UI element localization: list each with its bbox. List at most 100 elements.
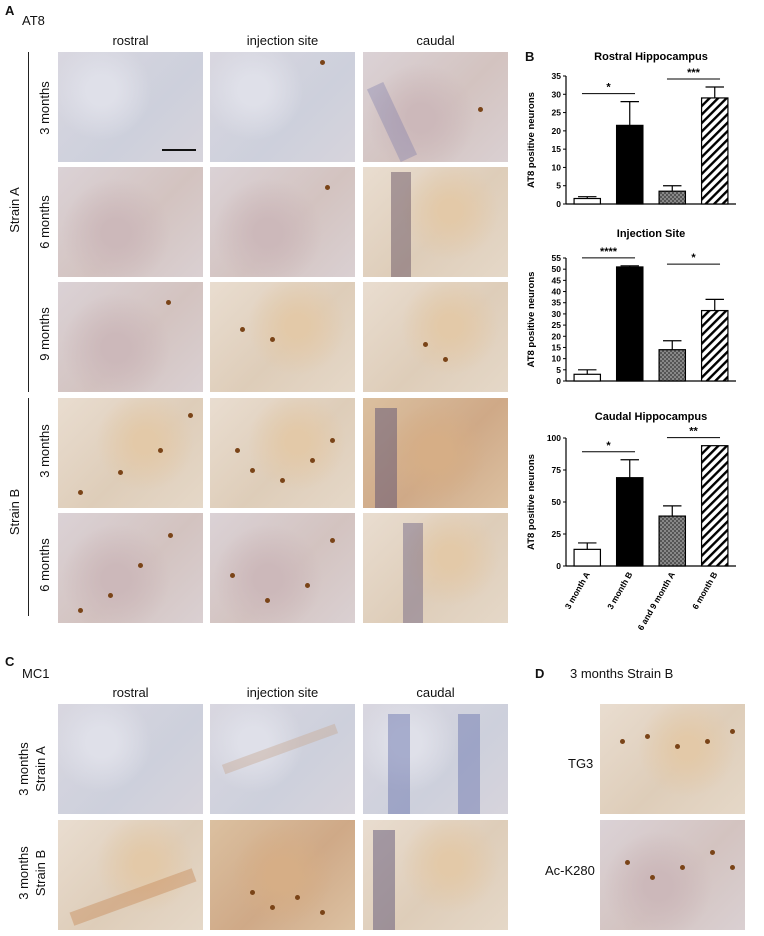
chart-3-xtick-label-1: 3 month B <box>605 570 634 611</box>
micrograph-c-strain-b-injection <box>210 820 355 930</box>
chart-2-ytick-label-2: 10 <box>552 354 562 364</box>
micrograph-c-strain-a-caudal <box>363 704 508 814</box>
chart-1-ytick-label-0: 0 <box>556 199 561 209</box>
micrograph-a-strain-a-6m-injection <box>210 167 355 277</box>
micrograph-a-strain-a-6m-caudal <box>363 167 508 277</box>
micrograph-a-strain-a-3m-injection <box>210 52 355 162</box>
panel-d-letter: D <box>535 666 545 681</box>
panel-d-title: 3 months Strain B <box>570 666 674 681</box>
micrograph-a-strain-a-9m-rostral <box>58 282 203 392</box>
micrograph-a-strain-b-6m-caudal <box>363 513 508 623</box>
chart-3-ytick-label-3: 75 <box>552 465 562 475</box>
micrograph-a-strain-a-9m-injection <box>210 282 355 392</box>
chart-3-xtick-label-2: 6 and 9 month A <box>635 570 677 632</box>
chart-1-ylabel: AT8 positive neurons <box>526 92 537 188</box>
chart-2-sig-label-0: **** <box>600 246 618 258</box>
micrograph-c-strain-a-injection <box>210 704 355 814</box>
chart-1-sig-label-0: * <box>606 82 611 94</box>
panel-c-stain-label: MC1 <box>22 666 50 681</box>
panel-c-row-strain-a-line1: 3 months <box>16 742 31 796</box>
panel-c-col-caudal: caudal <box>416 685 455 700</box>
micrograph-a-strain-b-6m-injection <box>210 513 355 623</box>
chart-1-sig-label-1: *** <box>687 67 701 79</box>
chart-2-ytick-label-6: 30 <box>552 309 562 319</box>
panel-c-row-strain-b: 3 months Strain B <box>15 833 49 913</box>
strain-b-bracket <box>28 398 29 616</box>
chart-2-ytick-label-4: 20 <box>552 331 562 341</box>
chart-2-ylabel: AT8 positive neurons <box>526 272 537 368</box>
chart-1-ytick-label-4: 20 <box>552 126 562 136</box>
micrograph-a-strain-a-3m-caudal <box>363 52 508 162</box>
micrograph-a-strain-b-3m-caudal <box>363 398 508 508</box>
panel-b-letter: B <box>525 49 535 64</box>
chart-3-bar-2 <box>658 515 687 567</box>
panel-a-col-caudal: caudal <box>416 33 455 48</box>
chart-2-ytick-label-10: 50 <box>552 264 562 274</box>
chart-3-ytick-label-1: 25 <box>552 529 562 539</box>
micrograph-a-strain-a-3m-rostral <box>58 52 203 162</box>
micrograph-a-strain-b-6m-rostral <box>58 513 203 623</box>
panel-c-col-rostral: rostral <box>112 685 149 700</box>
chart-3-bar-3 <box>700 445 729 567</box>
micrograph-a-strain-b-3m-rostral <box>58 398 203 508</box>
chart-2-ytick-label-7: 35 <box>552 298 562 308</box>
micrograph-a-strain-b-3m-injection <box>210 398 355 508</box>
chart-1-ytick-label-6: 30 <box>552 89 562 99</box>
panel-c-row-strain-a-line2: Strain A <box>33 746 48 792</box>
chart-3-sig-label-0: * <box>606 440 611 452</box>
chart-1-ytick-label-3: 15 <box>552 144 562 154</box>
panel-a-col-rostral: rostral <box>112 33 149 48</box>
chart-2-bar-0 <box>573 373 602 382</box>
chart-3-ytick-label-0: 0 <box>556 561 561 571</box>
micrograph-c-strain-b-caudal <box>363 820 508 930</box>
chart-3-xtick-label-0: 3 month A <box>563 570 592 611</box>
chart-2-ytick-label-8: 40 <box>552 287 562 297</box>
strain-a-bracket <box>28 52 29 392</box>
chart-2-ytick-label-11: 55 <box>552 253 562 263</box>
chart-1-ytick-label-7: 35 <box>552 71 562 81</box>
chart-3-bar-0 <box>573 548 602 567</box>
micrograph-d-ac-k280 <box>600 820 745 930</box>
panel-c-letter: C <box>5 654 15 669</box>
chart-1-ytick-label-1: 5 <box>556 181 561 191</box>
micrograph-a-strain-a-6m-rostral <box>58 167 203 277</box>
scale-bar <box>162 149 196 151</box>
micrograph-a-strain-a-9m-caudal <box>363 282 508 392</box>
chart-1-bar-1 <box>615 124 644 205</box>
chart-1-title: Rostral Hippocampus <box>594 51 708 63</box>
panel-d-row-ac-k280: Ac-K280 <box>545 863 595 878</box>
panel-c-row-strain-a: 3 months Strain A <box>15 729 49 809</box>
chart-1-bar-0 <box>573 197 602 205</box>
chart-2-title: Injection Site <box>617 228 685 240</box>
chart-2-ytick-label-3: 15 <box>552 342 562 352</box>
panel-a-col-injection-site: injection site <box>246 33 319 48</box>
chart-2-ytick-label-9: 45 <box>552 275 562 285</box>
chart-3-ylabel: AT8 positive neurons <box>526 454 537 550</box>
chart-2-bar-1 <box>615 266 644 382</box>
chart-3-sig-label-1: ** <box>689 426 698 438</box>
panel-c-col-injection-site: injection site <box>246 685 319 700</box>
chart-1-bar-3 <box>700 97 729 205</box>
chart-2-ytick-label-1: 5 <box>556 365 561 375</box>
panel-a-letter: A <box>5 3 15 18</box>
chart-3-ytick-label-4: 100 <box>547 433 561 443</box>
chart-2-bar-3 <box>700 309 729 382</box>
chart-2-sig-label-1: * <box>691 252 696 264</box>
chart-1-ytick-label-2: 10 <box>552 162 562 172</box>
panel-c-row-strain-b-line2: Strain B <box>33 849 48 897</box>
panel-a-stain-label: AT8 <box>22 13 45 28</box>
chart-3-bar-1 <box>615 477 644 567</box>
panel-c-row-strain-b-line1: 3 months <box>16 846 31 900</box>
chart-2-ytick-label-5: 25 <box>552 320 562 330</box>
chart-2-ytick-label-0: 0 <box>556 376 561 386</box>
micrograph-c-strain-a-rostral <box>58 704 203 814</box>
panel-d-row-tg3: TG3 <box>568 756 594 771</box>
chart-1-bar-2 <box>658 190 687 205</box>
chart-1-ytick-label-5: 25 <box>552 108 562 118</box>
micrograph-c-strain-b-rostral <box>58 820 203 930</box>
chart-3-ytick-label-2: 50 <box>552 497 562 507</box>
chart-3-title: Caudal Hippocampus <box>595 411 707 423</box>
micrograph-d-tg3 <box>600 704 745 814</box>
chart-3-xtick-label-3: 6 month B <box>690 570 719 611</box>
